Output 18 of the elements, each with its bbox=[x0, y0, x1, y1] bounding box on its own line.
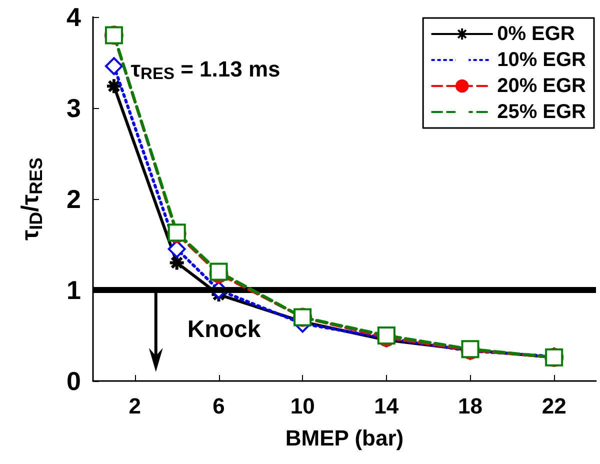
y-tick-label: 2 bbox=[66, 184, 81, 214]
x-tick-label: 14 bbox=[374, 394, 400, 418]
legend-label: 10% EGR bbox=[497, 49, 587, 71]
y-tick-label: 0 bbox=[66, 366, 81, 396]
annotation: Knock bbox=[187, 316, 262, 343]
y-tick-label: 3 bbox=[66, 93, 81, 123]
legend-label: 25% EGR bbox=[497, 101, 587, 123]
y-tick-label: 4 bbox=[66, 2, 82, 32]
x-tick-label: 6 bbox=[212, 394, 225, 418]
x-tick-label: 18 bbox=[458, 394, 482, 418]
y-axis-title: τID/τRES bbox=[17, 157, 46, 241]
x-tick-label: 22 bbox=[542, 394, 566, 418]
x-tick-label: 2 bbox=[128, 394, 142, 418]
legend-label: 20% EGR bbox=[497, 75, 587, 97]
x-axis-title: BMEP (bar) bbox=[285, 426, 404, 450]
x-tick-label: 10 bbox=[290, 394, 315, 418]
legend-label: 0% EGR bbox=[497, 23, 576, 45]
y-tick-label: 1 bbox=[66, 275, 81, 305]
